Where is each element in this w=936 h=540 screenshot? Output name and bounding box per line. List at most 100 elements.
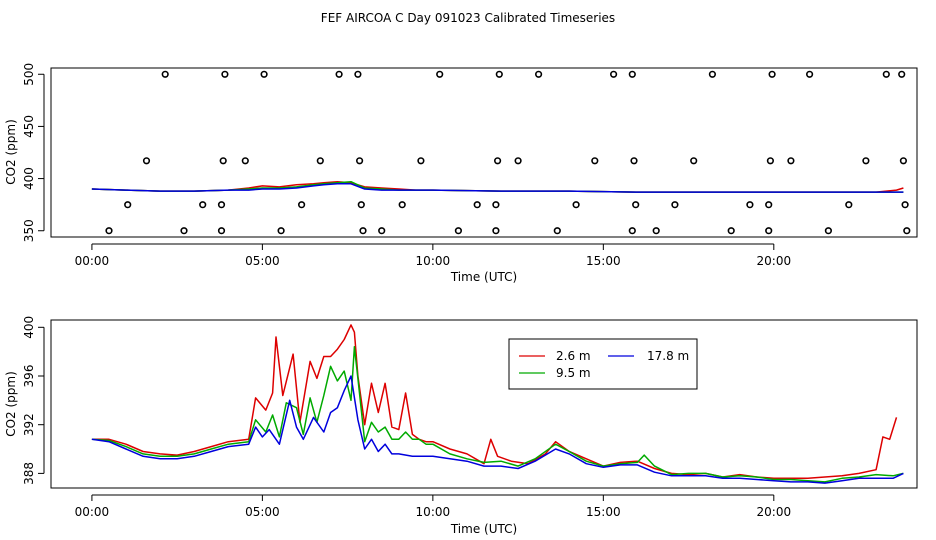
top-marker-point bbox=[862, 157, 870, 165]
top-marker-point bbox=[356, 157, 364, 165]
top-marker-point bbox=[671, 201, 679, 209]
top-marker-point bbox=[898, 70, 906, 78]
chart-title: FEF AIRCOA C Day 091023 Calibrated Times… bbox=[321, 11, 615, 25]
top-marker-point bbox=[241, 157, 249, 165]
top-marker-point bbox=[630, 157, 638, 165]
top-marker-point bbox=[199, 201, 207, 209]
top-marker-point bbox=[628, 70, 636, 78]
top-marker-point bbox=[359, 227, 367, 235]
bottom-series-line-95m bbox=[91, 346, 904, 483]
top-marker-point bbox=[217, 227, 226, 235]
top-marker-point bbox=[494, 157, 502, 165]
top-y-axis-label: CO2 (ppm) bbox=[4, 119, 18, 185]
top-x-tick-label: 15:00 bbox=[586, 254, 621, 268]
top-x-axis: 00:00 05:00 10:00 15:00 20:00 bbox=[75, 243, 792, 268]
bottom-y-tick-label: 392 bbox=[22, 413, 36, 436]
top-marker-point bbox=[787, 157, 795, 165]
bottom-plot-frame bbox=[50, 319, 918, 489]
top-marker-point bbox=[217, 201, 226, 209]
top-marker-point bbox=[534, 70, 543, 78]
legend: 2.6 m 9.5 m 17.8 m bbox=[508, 338, 698, 390]
top-marker-point bbox=[316, 157, 324, 165]
top-x-tick-label: 05:00 bbox=[245, 254, 280, 268]
bottom-x-tick-label: 10:00 bbox=[416, 505, 451, 519]
top-marker-point bbox=[124, 201, 132, 209]
top-marker-point bbox=[514, 157, 522, 165]
bottom-x-tick-label: 00:00 bbox=[75, 505, 110, 519]
top-marker-point bbox=[805, 70, 814, 78]
top-x-tick-label: 10:00 bbox=[416, 254, 451, 268]
top-marker-point bbox=[495, 70, 503, 78]
bottom-x-axis: 00:00 05:00 10:00 15:00 20:00 bbox=[75, 494, 792, 519]
top-marker-point bbox=[824, 227, 833, 235]
top-marker-point bbox=[398, 201, 406, 209]
top-marker-point bbox=[901, 201, 909, 209]
top-marker-point bbox=[260, 70, 268, 78]
top-y-tick-label: 450 bbox=[22, 115, 36, 138]
top-marker-point bbox=[632, 201, 640, 209]
top-marker-point bbox=[845, 201, 853, 209]
top-marker-point bbox=[765, 201, 773, 209]
top-marker-point bbox=[899, 157, 908, 165]
top-marker-point bbox=[553, 227, 561, 235]
top-marker-point bbox=[378, 227, 386, 235]
bottom-series-group bbox=[91, 324, 904, 484]
legend-label-2-6m: 2.6 m bbox=[556, 349, 591, 363]
bottom-x-axis-label: Time (UTC) bbox=[450, 522, 517, 536]
top-marker-point bbox=[766, 157, 775, 165]
bottom-y-tick-label: 396 bbox=[22, 365, 36, 388]
top-marker-point bbox=[727, 227, 735, 235]
top-marker-point bbox=[690, 157, 698, 165]
top-marker-point bbox=[454, 227, 463, 235]
legend-label-17-8m: 17.8 m bbox=[647, 349, 689, 363]
top-marker-point bbox=[492, 227, 500, 235]
top-marker-point bbox=[335, 70, 343, 78]
bottom-y-axis: 388 392 396 400 bbox=[22, 316, 45, 485]
top-marker-point bbox=[746, 201, 754, 209]
top-marker-point bbox=[652, 227, 660, 235]
top-marker-point bbox=[417, 157, 425, 165]
bottom-x-tick-label: 15:00 bbox=[586, 505, 621, 519]
top-marker-point bbox=[161, 70, 169, 78]
top-series-group bbox=[91, 70, 911, 235]
top-marker-point bbox=[354, 70, 362, 78]
top-marker-point bbox=[298, 201, 306, 209]
top-marker-point bbox=[708, 70, 717, 78]
top-marker-point bbox=[492, 201, 500, 209]
top-marker-point bbox=[221, 70, 229, 78]
top-marker-point bbox=[903, 227, 911, 235]
top-marker-point bbox=[591, 157, 599, 165]
top-x-tick-label: 00:00 bbox=[75, 254, 110, 268]
bottom-x-tick-label: 05:00 bbox=[245, 505, 280, 519]
top-marker-point bbox=[768, 70, 776, 78]
top-y-tick-label: 350 bbox=[22, 219, 36, 242]
top-marker-point bbox=[180, 227, 188, 235]
top-marker-point bbox=[572, 201, 580, 209]
bottom-series-line-178m bbox=[91, 375, 904, 484]
bottom-x-tick-label: 20:00 bbox=[757, 505, 792, 519]
top-marker-point bbox=[628, 227, 636, 235]
legend-label-9-5m: 9.5 m bbox=[556, 366, 591, 380]
top-marker-point bbox=[436, 70, 444, 78]
bottom-y-tick-label: 388 bbox=[22, 462, 36, 485]
top-marker-point bbox=[219, 157, 227, 165]
top-x-tick-label: 20:00 bbox=[757, 254, 792, 268]
top-panel: 00:00 05:00 10:00 15:00 20:00 350 400 450 500 T… bbox=[4, 63, 918, 284]
top-series-line-178m bbox=[91, 183, 904, 193]
bottom-y-tick-label: 400 bbox=[22, 316, 36, 339]
legend-box bbox=[508, 338, 698, 390]
top-marker-point bbox=[882, 70, 890, 78]
top-marker-point bbox=[357, 201, 365, 209]
bottom-series-line-26m bbox=[91, 324, 898, 480]
top-y-tick-label: 500 bbox=[22, 63, 36, 86]
top-plot-frame bbox=[50, 67, 918, 238]
top-x-axis-label: Time (UTC) bbox=[450, 270, 517, 284]
top-marker-point bbox=[105, 227, 113, 235]
top-marker-point bbox=[142, 157, 151, 165]
top-y-axis: 350 400 450 500 bbox=[22, 63, 45, 242]
top-marker-point bbox=[277, 227, 285, 235]
top-marker-point bbox=[609, 70, 618, 78]
bottom-y-axis-label: CO2 (ppm) bbox=[4, 371, 18, 437]
top-y-tick-label: 400 bbox=[22, 167, 36, 190]
